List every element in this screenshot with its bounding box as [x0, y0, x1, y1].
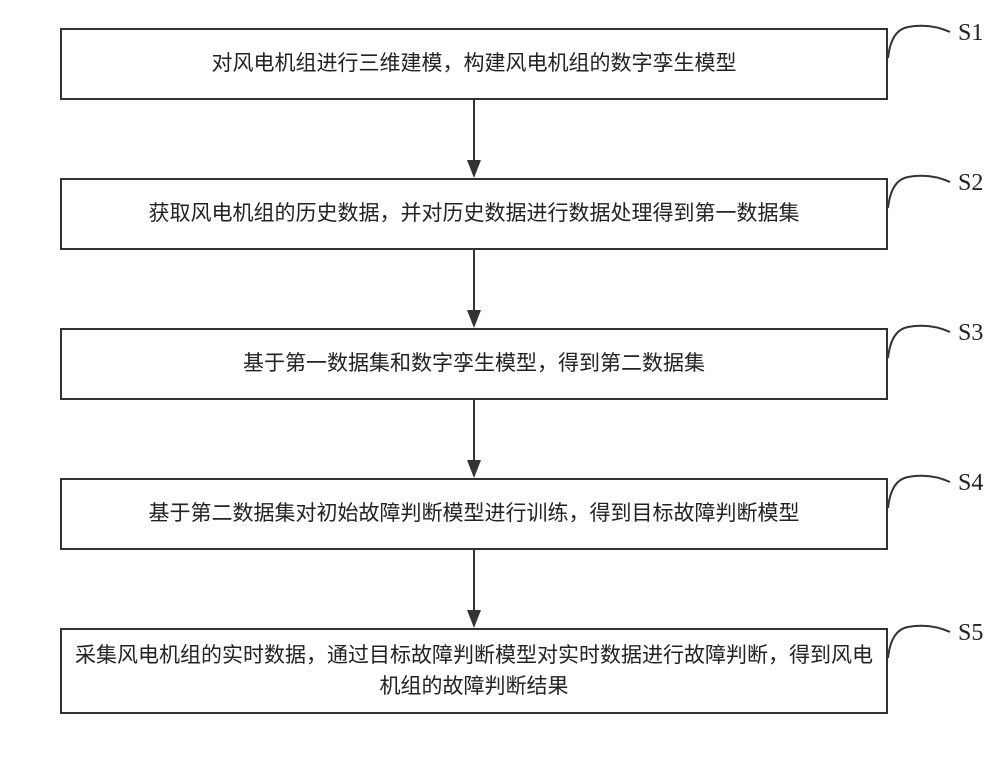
step-label-s5: S5	[958, 620, 983, 647]
step-text: 采集风电机组的实时数据，通过目标故障判断模型对实时数据进行故障判断，得到风电机组…	[72, 640, 876, 703]
step-box-s4: 基于第二数据集对初始故障判断模型进行训练，得到目标故障判断模型	[60, 478, 888, 550]
callout-curve	[888, 176, 950, 208]
step-label-s3: S3	[958, 320, 983, 347]
arrow-head-icon	[467, 160, 481, 178]
step-text: 获取风电机组的历史数据，并对历史数据进行数据处理得到第一数据集	[149, 198, 800, 230]
callout-curve	[888, 26, 950, 58]
step-label-s2: S2	[958, 170, 983, 197]
step-text: 基于第一数据集和数字孪生模型，得到第二数据集	[243, 348, 705, 380]
step-text: 对风电机组进行三维建模，构建风电机组的数字孪生模型	[212, 48, 737, 80]
step-text: 基于第二数据集对初始故障判断模型进行训练，得到目标故障判断模型	[149, 498, 800, 530]
arrow-head-icon	[467, 310, 481, 328]
callout-curve	[888, 626, 950, 658]
step-box-s1: 对风电机组进行三维建模，构建风电机组的数字孪生模型	[60, 28, 888, 100]
arrow-head-icon	[467, 610, 481, 628]
step-box-s2: 获取风电机组的历史数据，并对历史数据进行数据处理得到第一数据集	[60, 178, 888, 250]
step-box-s3: 基于第一数据集和数字孪生模型，得到第二数据集	[60, 328, 888, 400]
step-label-s1: S1	[958, 20, 983, 47]
step-label-s4: S4	[958, 470, 983, 497]
flowchart-canvas: 对风电机组进行三维建模，构建风电机组的数字孪生模型 S1 获取风电机组的历史数据，并…	[0, 0, 1000, 774]
arrow-head-icon	[467, 460, 481, 478]
step-box-s5: 采集风电机组的实时数据，通过目标故障判断模型对实时数据进行故障判断，得到风电机组…	[60, 628, 888, 714]
callout-curve	[888, 476, 950, 508]
callout-curve	[888, 326, 950, 358]
